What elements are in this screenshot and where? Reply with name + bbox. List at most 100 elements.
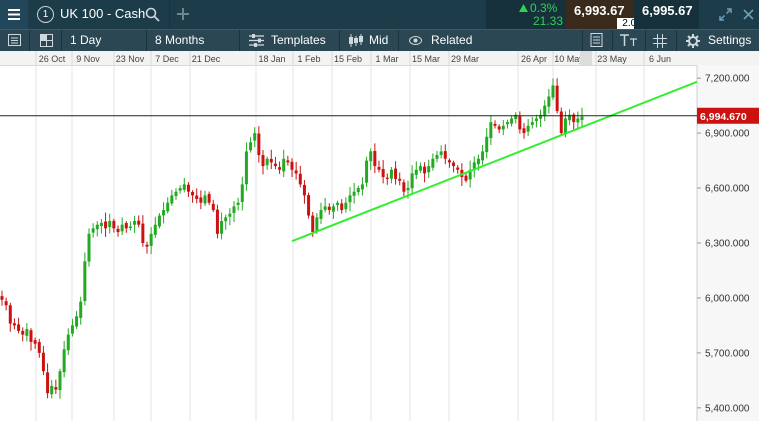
range-dropdown[interactable]: 8 Months <box>155 33 205 47</box>
chart-toolbar: 1 Day 8 Months Templates Mid Related Set… <box>0 29 759 51</box>
candle <box>418 166 422 171</box>
settings-button[interactable]: Settings <box>708 33 752 47</box>
tab-number: 1 <box>42 9 49 20</box>
candle <box>435 155 439 159</box>
candle <box>389 169 393 179</box>
current-price-tag <box>697 107 759 124</box>
templates-button[interactable]: Templates <box>271 33 326 47</box>
gear-icon <box>686 34 700 48</box>
candle <box>514 114 518 120</box>
date-label: 26 Oct <box>39 54 66 64</box>
trendline[interactable] <box>291 80 698 243</box>
candle <box>539 114 543 119</box>
candle <box>493 123 497 126</box>
candle <box>472 162 476 169</box>
candle <box>319 210 323 219</box>
candle <box>563 118 567 134</box>
date-label: 23 Nov <box>116 54 145 64</box>
grid-icon[interactable] <box>653 34 667 48</box>
candle <box>385 177 389 179</box>
candle <box>298 173 302 185</box>
price-chart[interactable]: 7,200.000 6,900.000 6,600.000 6,300.000 6,00… <box>0 65 759 421</box>
candle <box>423 166 427 174</box>
candle <box>265 158 269 166</box>
date-label: 21 Dec <box>192 54 221 64</box>
layout-grid-icon[interactable] <box>40 34 53 47</box>
candle <box>124 223 128 229</box>
candle <box>162 210 166 216</box>
candle <box>207 193 211 203</box>
candle <box>290 161 294 170</box>
candle <box>336 202 340 206</box>
candle <box>58 371 62 391</box>
date-label: 23 May <box>597 54 627 64</box>
interval-dropdown[interactable]: 1 Day <box>70 33 102 47</box>
chart-list-icon[interactable] <box>8 34 21 46</box>
candle <box>224 217 228 222</box>
change-percent: 0.3% <box>530 1 558 15</box>
candle <box>79 301 83 318</box>
date-label: 9 Nov <box>76 54 100 64</box>
candle <box>228 213 232 217</box>
text-tool-icon[interactable] <box>620 34 638 47</box>
candle <box>402 182 406 192</box>
price-tick-label: 7,200.000 <box>705 74 750 85</box>
search-icon[interactable] <box>145 7 160 22</box>
candle <box>307 195 311 216</box>
buy-price-button[interactable]: 6,995.67 <box>634 0 699 29</box>
candle <box>153 224 157 235</box>
date-label: 18 Jan <box>258 54 285 64</box>
add-tab-icon[interactable] <box>177 8 189 20</box>
close-icon[interactable] <box>743 9 754 20</box>
candle <box>112 220 116 229</box>
candle <box>70 325 74 334</box>
instrument-name[interactable]: UK 100 - Cash <box>60 6 146 21</box>
sell-price: 6,993.67 <box>574 3 625 18</box>
candle <box>4 301 8 306</box>
date-label: 29 Mar <box>451 54 479 64</box>
candle <box>580 116 584 120</box>
candle <box>50 385 54 395</box>
current-date-marker <box>580 51 592 65</box>
candle <box>559 111 563 134</box>
candle <box>12 323 16 326</box>
candle <box>120 224 124 232</box>
price-tick-label: 6,000.000 <box>705 293 750 304</box>
current-price-label: 6,994.670 <box>700 111 747 123</box>
candlestick-chart[interactable]: 7,200.000 6,900.000 6,600.000 6,300.000 6,00… <box>0 65 759 421</box>
price-type-dropdown[interactable]: Mid <box>369 33 389 47</box>
candle <box>373 150 377 167</box>
candle <box>427 166 431 173</box>
candle <box>456 167 460 170</box>
candle <box>443 151 447 159</box>
date-label: 15 Feb <box>334 54 362 64</box>
candle <box>145 244 149 247</box>
candle <box>543 105 547 117</box>
candle <box>286 160 290 163</box>
price-tick-label: 6,300.000 <box>705 239 750 250</box>
candle <box>170 195 174 204</box>
top-bar: 1 UK 100 - Cash 0.3% 21.33 6,993.67 2.00… <box>0 0 759 29</box>
candle <box>331 206 335 212</box>
candle <box>62 349 66 373</box>
order-ticket-icon[interactable] <box>590 33 603 48</box>
candle <box>481 151 485 161</box>
candle <box>141 223 145 243</box>
candle <box>253 133 257 141</box>
candle <box>66 334 70 351</box>
candle <box>87 233 91 262</box>
candle <box>128 226 132 229</box>
related-button[interactable]: Related <box>431 33 473 47</box>
candle <box>282 158 286 172</box>
candle <box>269 158 273 163</box>
candle <box>431 158 435 168</box>
tab-number-badge[interactable]: 1 <box>37 6 54 23</box>
candle <box>356 188 360 193</box>
candle <box>149 233 153 246</box>
candle <box>530 122 534 125</box>
candle <box>315 217 319 232</box>
date-axis-svg: 26 Oct 9 Nov 23 Nov 7 Dec 21 Dec 18 Jan 1 Feb 1… <box>35 51 671 65</box>
menu-button[interactable] <box>0 0 28 29</box>
candle <box>452 162 456 167</box>
expand-icon[interactable] <box>719 8 732 21</box>
